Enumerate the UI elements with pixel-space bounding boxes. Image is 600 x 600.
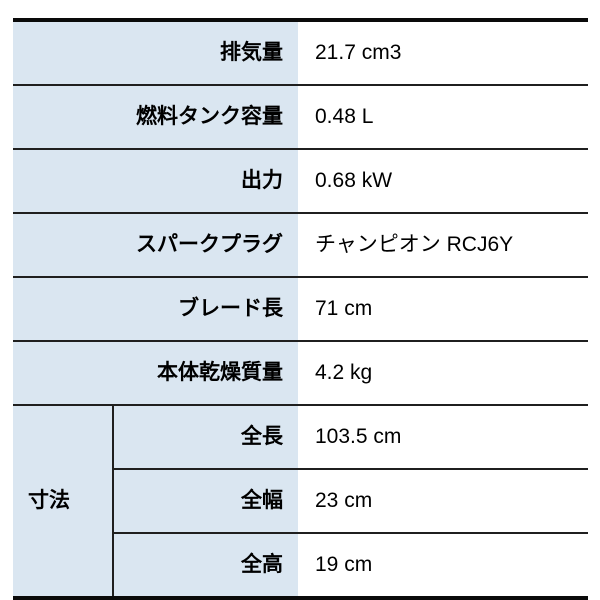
table-row: 排気量 21.7 cm3 [13, 20, 588, 85]
spec-value-overall-height: 19 cm [298, 532, 588, 598]
spec-value-overall-width: 23 cm [298, 468, 588, 533]
spec-sheet: 排気量 21.7 cm3 燃料タンク容量 0.48 L 出力 0.68 kW ス… [13, 18, 588, 600]
spec-value-displacement: 21.7 cm3 [298, 20, 588, 85]
spec-value-blade-length: 71 cm [298, 276, 588, 341]
spec-value-dry-weight: 4.2 kg [298, 340, 588, 405]
spec-group-dimensions: 寸法 [13, 404, 114, 598]
spec-label-spark-plug: スパークプラグ [13, 212, 298, 277]
spec-label-overall-height: 全高 [112, 532, 298, 598]
spec-label-overall-length: 全長 [112, 404, 298, 469]
spec-table: 排気量 21.7 cm3 燃料タンク容量 0.48 L 出力 0.68 kW ス… [13, 18, 588, 600]
spec-label-fuel-tank: 燃料タンク容量 [13, 84, 298, 149]
table-row: 本体乾燥質量 4.2 kg [13, 340, 588, 405]
spec-label-blade-length: ブレード長 [13, 276, 298, 341]
spec-label-overall-width: 全幅 [112, 468, 298, 533]
spec-value-fuel-tank: 0.48 L [298, 84, 588, 149]
table-row: 全高 19 cm [13, 532, 588, 598]
table-row: 寸法 全長 103.5 cm [13, 404, 588, 598]
spec-label-displacement: 排気量 [13, 20, 298, 85]
table-row: スパークプラグ チャンピオン RCJ6Y [13, 212, 588, 277]
spec-value-overall-length: 103.5 cm [298, 404, 588, 469]
table-row: 全幅 23 cm [13, 468, 588, 533]
spec-label-dry-weight: 本体乾燥質量 [13, 340, 298, 405]
spec-value-spark-plug: チャンピオン RCJ6Y [298, 212, 588, 277]
table-row: 燃料タンク容量 0.48 L [13, 84, 588, 149]
spec-value-output: 0.68 kW [298, 148, 588, 213]
spec-label-output: 出力 [13, 148, 298, 213]
table-row: 出力 0.68 kW [13, 148, 588, 213]
table-row: ブレード長 71 cm [13, 276, 588, 341]
